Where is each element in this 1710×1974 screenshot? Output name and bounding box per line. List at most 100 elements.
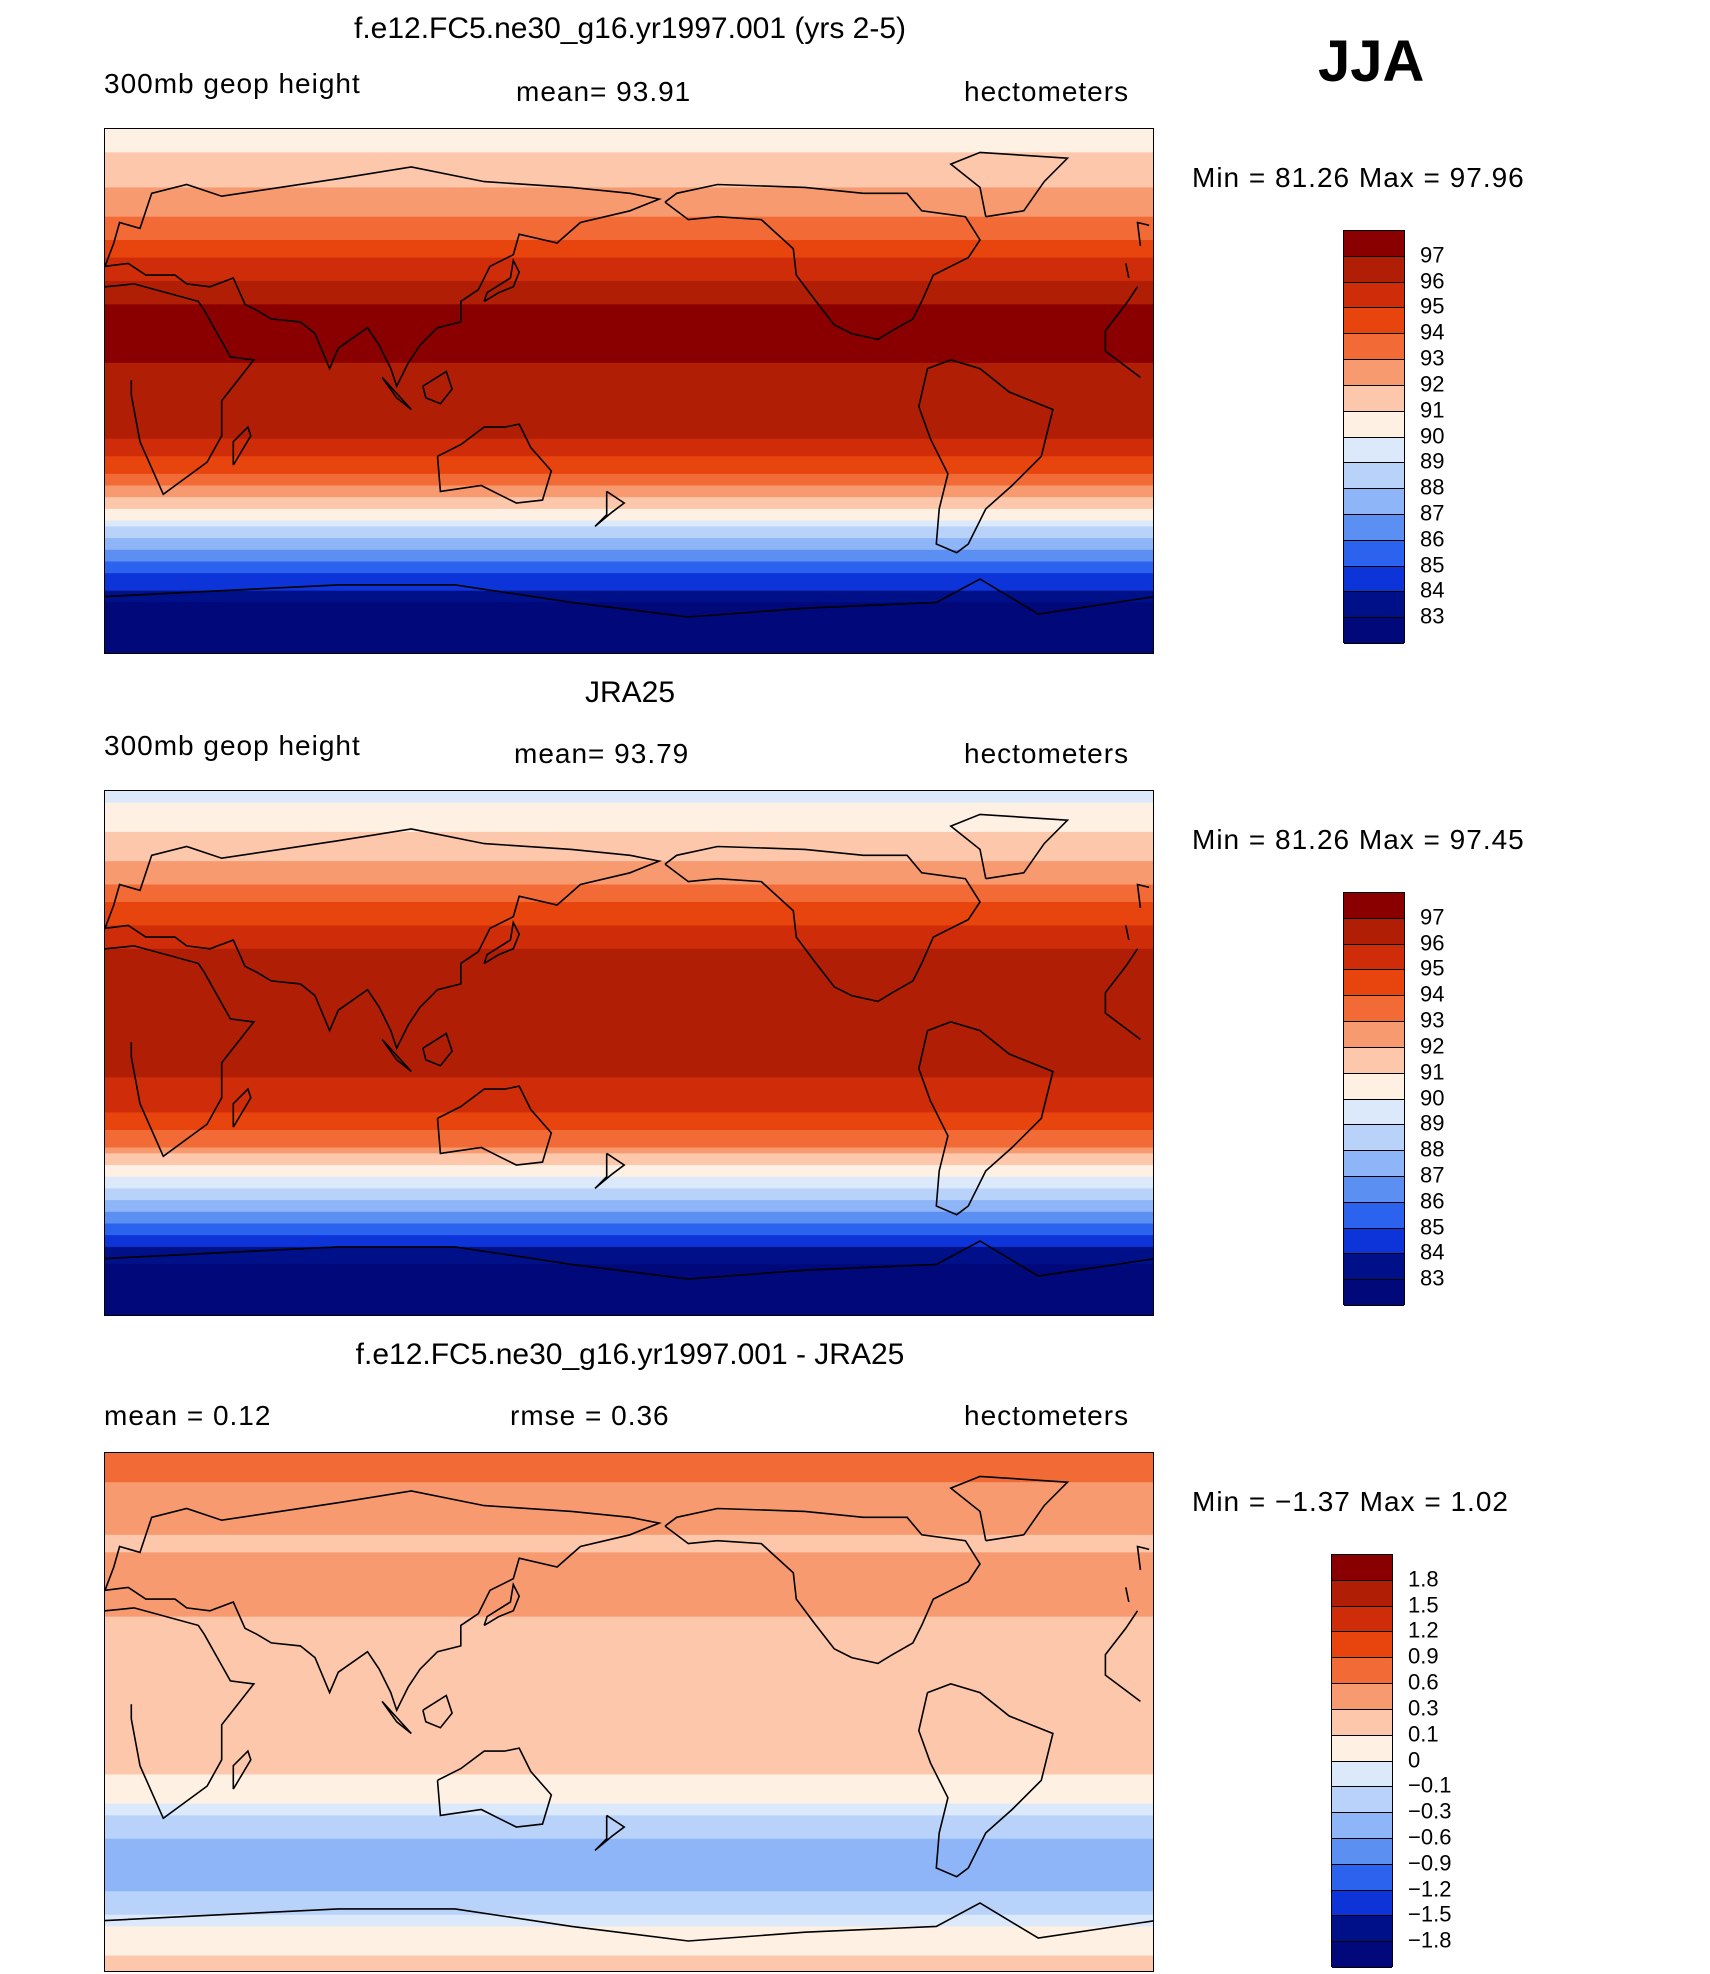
colorbar-box xyxy=(1332,1555,1392,1581)
contour-band xyxy=(105,1077,1153,1084)
colorbar-box xyxy=(1344,489,1404,515)
contour-band xyxy=(105,479,1153,487)
contour-band xyxy=(105,561,1153,568)
contour-band xyxy=(105,1815,1153,1822)
contour-band xyxy=(105,1698,1153,1705)
contour-band xyxy=(105,1124,1153,1131)
contour-band xyxy=(105,1675,1153,1682)
contour-band xyxy=(105,1756,1153,1764)
panel3-colorbar: 1.8 1.5 1.2 0.9 0.6 0.3 0.1 0 −0.1 −0.3 −0.6 −0.9 −1… xyxy=(1331,1554,1451,1968)
coastline xyxy=(1136,1545,1150,1570)
contour-band xyxy=(105,467,1153,475)
panel1-units-label: hectometers xyxy=(964,76,1130,107)
colorbar-box xyxy=(1332,1942,1392,1968)
contour-band xyxy=(105,1482,1153,1489)
contour-band xyxy=(105,972,1153,979)
contour-band xyxy=(105,1476,1153,1483)
coastline xyxy=(949,1475,1070,1542)
contour-band xyxy=(105,919,1153,927)
contour-band xyxy=(105,1914,1153,1922)
panel3-units-label: hectometers xyxy=(964,1400,1130,1431)
contour-band xyxy=(105,1634,1153,1641)
panel2-minmax: Min = 81.26 Max = 97.45 xyxy=(1192,824,1525,855)
colorbar-label: 88 xyxy=(1420,1136,1445,1162)
contour-band xyxy=(105,826,1153,833)
contour-band xyxy=(105,1200,1153,1207)
contour-band xyxy=(105,1071,1153,1078)
contour-band xyxy=(105,1891,1153,1898)
contour-band xyxy=(105,432,1153,440)
contour-band xyxy=(105,187,1153,194)
panel2-map-svg xyxy=(105,791,1153,1315)
contour-band xyxy=(105,1768,1153,1776)
contour-band xyxy=(105,831,1153,839)
contour-band xyxy=(105,1235,1153,1242)
contour-band xyxy=(105,304,1153,311)
contour-band xyxy=(105,1054,1153,1061)
contour-band xyxy=(105,351,1153,358)
coastline xyxy=(436,1747,553,1828)
coastline xyxy=(105,283,1141,496)
contour-band xyxy=(105,625,1153,633)
colorbar-label: 92 xyxy=(1420,371,1445,397)
contour-band xyxy=(105,450,1153,457)
contour-band xyxy=(105,1569,1153,1577)
contour-band xyxy=(105,1791,1153,1799)
colorbar-box xyxy=(1344,360,1404,386)
panel1-variable-label: 300mb geop height xyxy=(104,68,361,99)
colorbar-label: 83 xyxy=(1420,1265,1445,1291)
colorbar-label: 0.1 xyxy=(1408,1721,1439,1747)
contour-band xyxy=(105,1165,1153,1172)
contour-band xyxy=(105,491,1153,498)
contour-band xyxy=(105,140,1153,148)
coastline xyxy=(105,1607,1141,1820)
colorbar-box xyxy=(1332,1632,1392,1659)
contour-band xyxy=(105,1246,1153,1254)
contour-band xyxy=(105,339,1153,346)
colorbar-label: 90 xyxy=(1420,1085,1445,1111)
colorbar-label: 87 xyxy=(1420,1162,1445,1188)
contour-band xyxy=(105,1299,1153,1306)
coastline xyxy=(105,1240,1153,1280)
contour-band xyxy=(105,532,1153,539)
contour-band xyxy=(105,298,1153,305)
panel1-mean-label: mean= 93.91 xyxy=(516,76,692,107)
contour-band xyxy=(105,1704,1153,1711)
contour-band xyxy=(105,1628,1153,1635)
panel2-map xyxy=(104,790,1154,1316)
coastline xyxy=(105,1490,1130,1713)
colorbar-box xyxy=(1344,1228,1404,1255)
colorbar-box xyxy=(1332,1684,1392,1710)
coastline xyxy=(105,1902,1153,1942)
colorbar-label: 0.6 xyxy=(1408,1669,1439,1695)
contour-band xyxy=(105,1517,1153,1524)
contour-band xyxy=(105,292,1153,300)
contour-band xyxy=(105,1727,1153,1735)
contour-band xyxy=(105,1932,1153,1939)
colorbar-box xyxy=(1344,1099,1404,1126)
contour-band xyxy=(105,1885,1153,1892)
contour-band xyxy=(105,1751,1153,1758)
colorbar-label: 89 xyxy=(1420,1111,1445,1137)
colorbar-label: −0.1 xyxy=(1408,1773,1452,1799)
colorbar-label: 87 xyxy=(1420,500,1445,526)
contour-band xyxy=(105,1903,1153,1910)
contour-band xyxy=(105,316,1153,323)
contour-band xyxy=(105,1281,1153,1289)
contour-band xyxy=(105,978,1153,985)
colorbar-label: 0.3 xyxy=(1408,1695,1439,1721)
contour-band xyxy=(105,1089,1153,1096)
colorbar-label: 92 xyxy=(1420,1033,1445,1059)
contour-band xyxy=(105,907,1153,915)
contour-band xyxy=(105,362,1153,370)
panel1-colorbar: 97 96 95 94 93 92 91 90 89 88 87 86 85 84 83 xyxy=(1343,230,1444,644)
contour-band xyxy=(105,204,1153,212)
contour-band xyxy=(105,942,1153,950)
contour-band xyxy=(105,152,1153,159)
contour-band xyxy=(105,1838,1153,1846)
coastline xyxy=(483,919,521,965)
colorbar-label: 96 xyxy=(1420,268,1445,294)
contour-band xyxy=(105,579,1153,586)
contour-band xyxy=(105,129,1153,136)
colorbar-label: 93 xyxy=(1420,1007,1445,1033)
